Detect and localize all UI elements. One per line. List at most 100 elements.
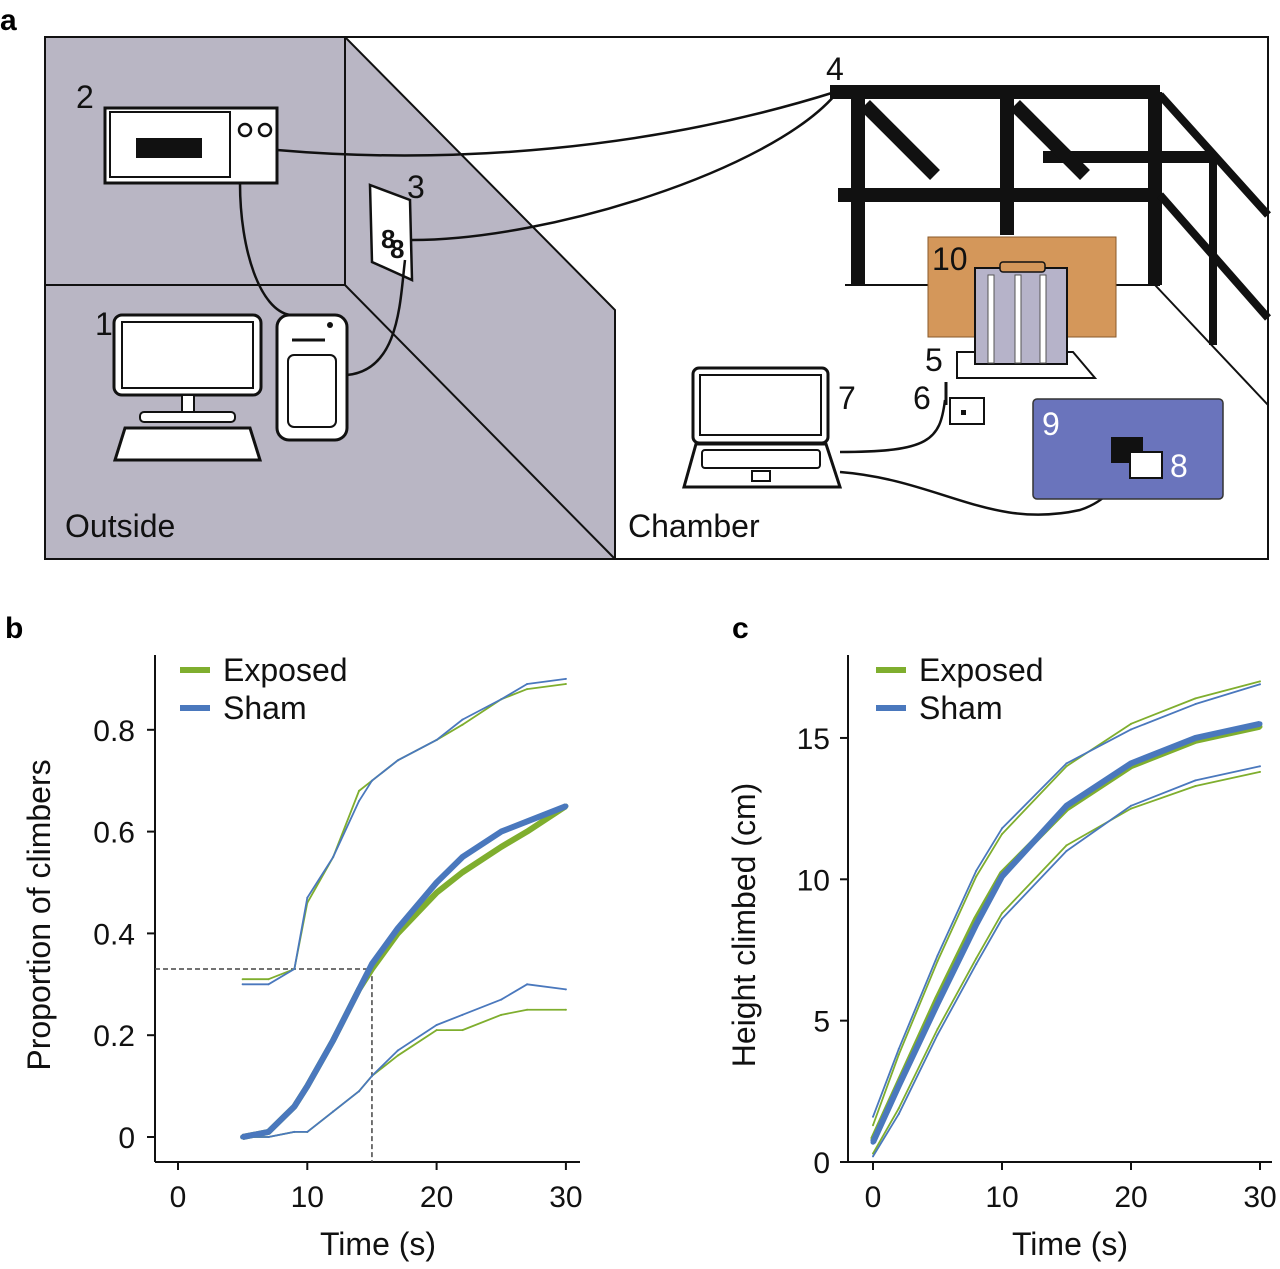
data-point-sham-upper [435, 738, 438, 741]
data-point-sham-mean [524, 818, 530, 824]
signal-generator-icon [103, 106, 279, 185]
data-point-exposed-lower [500, 1013, 503, 1016]
series-exposed-lower [872, 770, 1261, 1154]
data-point-sham-upper [241, 983, 244, 986]
data-point-sham-lower [435, 1024, 438, 1027]
x-tick-label: 10 [985, 1181, 1018, 1214]
data-point-sham-lower [293, 1130, 296, 1133]
x-tick-label: 20 [420, 1181, 453, 1214]
label-8: 8 [1170, 448, 1188, 484]
data-point-exposed-upper [1130, 722, 1132, 725]
data-point-exposed-lower [396, 1054, 399, 1057]
data-point-sham-lower [306, 1130, 309, 1133]
data-point-sham-mean [1128, 760, 1134, 766]
diagram-setup: 8 8 [44, 36, 1272, 560]
legend-label-sham: Sham [919, 690, 1003, 726]
y-tick-label: 0 [813, 1147, 830, 1180]
data-point-sham-mean [870, 1139, 876, 1145]
data-point-sham-mean [896, 1083, 902, 1089]
data-point-exposed-lower [1259, 770, 1261, 773]
data-point-sham-lower [1259, 765, 1261, 768]
vial-rack-icon [974, 261, 1068, 365]
x-tick-label: 30 [549, 1181, 582, 1214]
y-tick-label: 15 [797, 723, 830, 756]
data-point-exposed-lower [435, 1029, 438, 1032]
data-point-sham-upper [897, 1047, 900, 1050]
data-point-exposed-upper [936, 960, 939, 963]
data-point-sham-lower [526, 983, 529, 986]
data-point-sham-mean [498, 829, 504, 835]
region-outside-label: Outside [65, 508, 175, 544]
data-point-sham-lower [370, 1074, 373, 1077]
series-sham-mean [870, 720, 1261, 1144]
data-point-sham-upper [1259, 683, 1261, 686]
data-point-sham-upper [936, 954, 939, 957]
label-1: 1 [95, 306, 113, 342]
data-point-sham-upper [461, 718, 464, 721]
data-point-exposed-upper [897, 1053, 900, 1056]
data-point-sham-lower [975, 963, 978, 966]
y-axis-label: Proportion of climbers [21, 759, 57, 1070]
data-point-sham-lower [461, 1013, 464, 1016]
x-axis-label: Time (s) [1012, 1226, 1128, 1262]
label-2: 2 [76, 79, 94, 115]
data-point-sham-mean [304, 1083, 310, 1089]
data-point-exposed-lower [936, 1028, 939, 1031]
data-point-sham-mean [240, 1134, 246, 1140]
y-tick-label: 0.8 [93, 715, 135, 748]
desktop-computer-icon [112, 313, 349, 462]
y-tick-label: 0 [118, 1122, 135, 1155]
data-point-sham-lower [936, 1033, 939, 1036]
data-point-exposed-upper [267, 978, 270, 981]
data-point-sham-lower [500, 998, 503, 1001]
data-point-exposed-upper [1194, 697, 1197, 700]
data-point-sham-mean [973, 922, 979, 928]
data-point-sham-lower [1001, 917, 1003, 920]
data-point-sham-upper [267, 983, 270, 986]
svg-text:8: 8 [381, 224, 395, 254]
data-point-sham-upper [370, 779, 373, 782]
data-point-exposed-mean [524, 829, 530, 835]
data-point-sham-upper [1130, 728, 1132, 731]
series-sham-lower [242, 983, 567, 1138]
data-point-sham-lower [897, 1112, 900, 1115]
sensor-icon [944, 382, 985, 425]
diagram-number-labels: 1 2 3 4 5 6 7 8 9 10 [76, 51, 1188, 484]
camera-icon [1111, 437, 1163, 479]
svg-text:8: 8 [390, 234, 404, 264]
y-tick-label: 0.4 [93, 918, 135, 951]
y-tick-label: 5 [813, 1006, 830, 1039]
data-point-exposed-upper [358, 789, 361, 792]
data-point-sham-upper [396, 759, 399, 762]
data-point-exposed-upper [975, 875, 978, 878]
label-4: 4 [826, 51, 844, 87]
data-point-exposed-mean [459, 869, 465, 875]
amplifier-icon: 8 8 [368, 183, 414, 282]
data-point-sham-mean [330, 1037, 336, 1043]
data-point-sham-mean [369, 961, 375, 967]
chart-height-climbed: 0 10 20 30 0 5 10 15 Time (s) Height climbed (cm)… [726, 652, 1277, 1262]
data-point-sham-mean [434, 880, 440, 885]
data-point-exposed-lower [897, 1107, 900, 1110]
data-point-exposed-lower [564, 1008, 567, 1011]
data-point-sham-upper [358, 800, 361, 803]
x-tick-label: 20 [1114, 1181, 1147, 1214]
data-point-exposed-lower [1130, 807, 1132, 810]
data-point-exposed-upper [872, 1124, 874, 1127]
data-point-exposed-lower [526, 1008, 529, 1011]
data-point-sham-lower [1130, 804, 1132, 807]
data-point-sham-mean [459, 854, 465, 860]
data-point-exposed-upper [241, 978, 244, 981]
panel-label-a: a [0, 4, 17, 37]
data-point-exposed-upper [461, 723, 464, 726]
label-6: 6 [913, 380, 931, 416]
series-exposed-upper [242, 683, 567, 981]
y-axis-label: Height climbed (cm) [726, 783, 762, 1068]
coil-frame-icon [830, 85, 1272, 406]
data-point-sham-upper [1194, 703, 1197, 706]
data-point-sham-mean [1193, 735, 1198, 741]
data-point-exposed-lower [1065, 844, 1068, 847]
data-point-sham-mean [356, 986, 362, 992]
data-point-exposed-upper [1001, 833, 1003, 836]
data-point-exposed-upper [526, 688, 529, 691]
